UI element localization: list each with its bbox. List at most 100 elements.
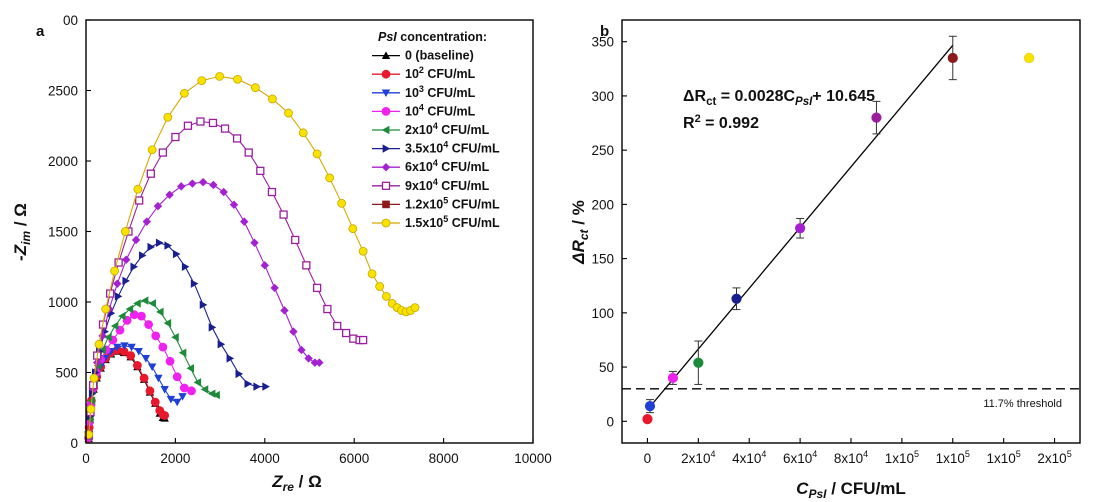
calibration-point [731, 287, 742, 311]
legend-label: 0 (baseline) [405, 49, 474, 63]
data-point [200, 385, 209, 394]
legend-marker [382, 200, 390, 209]
data-point [154, 374, 163, 383]
data-point [130, 262, 139, 271]
data-point [142, 217, 151, 226]
data-point [267, 187, 277, 197]
data-point [126, 351, 136, 360]
panel-b-x-tick-label: 2x104 [681, 449, 715, 466]
data-point [172, 398, 182, 407]
panel-b-y-tick-label: 50 [599, 360, 614, 375]
panel-a-x-tick-label: 8000 [429, 451, 459, 466]
data-point [160, 411, 170, 420]
legend-label: 3.5x104 CFU/mL [405, 140, 500, 156]
data-point [138, 251, 147, 260]
threshold-label: 11.7% threshold [983, 398, 1062, 410]
legend-label: 2x104 CFU/mL [405, 121, 490, 137]
data-point [267, 94, 277, 104]
data-point [667, 372, 678, 384]
data-point [240, 217, 249, 226]
legend-label: 103 CFU/mL [405, 84, 476, 100]
panel-b-y-tick-label: 250 [591, 143, 614, 158]
legend-item-3-5x10-4-cfu-ml: 3.5x104 CFU/mL [372, 140, 500, 156]
panel-a-y-axis-title: -Zim / Ω [11, 203, 33, 261]
data-point [147, 145, 157, 155]
calibration-point [871, 100, 882, 135]
panel-a-series [84, 72, 420, 443]
data-point [98, 331, 107, 341]
data-point [207, 389, 216, 398]
data-point [179, 88, 189, 98]
data-point [312, 283, 322, 293]
data-point [155, 238, 164, 247]
panel-b-content [622, 35, 1080, 425]
panel-a-ticks: 0 2000 4000 6000 8000 10000 0 500 1000 1500 2000 25… [48, 13, 552, 466]
data-point [153, 201, 163, 211]
data-point [693, 357, 704, 368]
legend-item-0-baseline: 0 (baseline) [372, 49, 474, 63]
data-point [120, 342, 129, 350]
data-point [291, 235, 300, 245]
data-point [795, 223, 806, 234]
legend-marker [382, 144, 391, 153]
legend-item-1-2x10-5-cfu-ml: 1.2x105 CFU/mL [372, 195, 500, 211]
data-point [113, 343, 122, 352]
data-point [188, 179, 197, 188]
panel-a-x-axis-title: Zre / Ω [271, 472, 322, 494]
data-point [92, 358, 102, 367]
data-point [133, 299, 141, 308]
legend-label: 104 CFU/mL [405, 102, 476, 118]
data-point [139, 373, 149, 383]
calibration-point [667, 370, 678, 385]
series-line [88, 120, 364, 436]
data-point [302, 261, 311, 270]
panel-b-x-tick-label: 6x104 [783, 449, 817, 466]
legend-title: PsI concentration: [378, 30, 487, 44]
data-point [325, 173, 335, 183]
panel-b-ticks: 0 2x104 4x104 6x104 8x104 1x105 1x105 1x105 2x10… [591, 35, 1071, 466]
legend-item-9x10-4-cfu-ml: 9x104 CFU/mL [372, 177, 490, 193]
data-point [158, 342, 168, 352]
panel-b-x-tick-label: 1x105 [936, 449, 970, 466]
panel-a-x-tick-label: 2000 [160, 451, 190, 466]
data-point [348, 224, 358, 234]
data-point [410, 303, 420, 313]
data-point [183, 121, 193, 130]
legend-label: 1.2x105 CFU/mL [405, 195, 500, 211]
data-point [219, 187, 228, 197]
panel-a-x-tick-label: 6000 [339, 451, 369, 466]
data-point [375, 282, 385, 291]
calibration-point [693, 340, 704, 385]
panel-b-y-tick-label: 0 [606, 414, 614, 429]
panel-a-x-tick-label: 10000 [514, 451, 552, 466]
data-point [193, 378, 202, 387]
data-point [315, 358, 324, 367]
legend-item-10-3-cfu-ml: 103 CFU/mL [372, 84, 476, 100]
data-point [333, 321, 342, 331]
data-point [244, 148, 253, 157]
legend-marker [381, 181, 391, 190]
panel-b-x-tick-label: 2x105 [1037, 449, 1071, 466]
calibration-point [642, 414, 653, 425]
data-point [110, 266, 120, 276]
data-point [163, 318, 172, 328]
legend-marker [381, 107, 391, 116]
legend-label: 9x104 CFU/mL [405, 177, 490, 193]
calibration-point [947, 35, 958, 81]
data-point [217, 340, 226, 349]
data-point [215, 72, 225, 81]
legend-marker [381, 163, 391, 172]
data-point [141, 355, 151, 363]
data-point [156, 307, 164, 317]
panel-b-x-tick-label: 8x104 [834, 449, 868, 466]
data-point [127, 343, 136, 352]
data-point [151, 331, 161, 341]
data-point [122, 255, 131, 264]
data-point [381, 291, 391, 301]
panel-b-y-tick-label: 300 [591, 89, 614, 104]
calibration-point [795, 217, 806, 239]
data-point [208, 118, 218, 128]
data-point [199, 300, 208, 310]
data-point [133, 184, 143, 194]
data-point [137, 311, 146, 321]
